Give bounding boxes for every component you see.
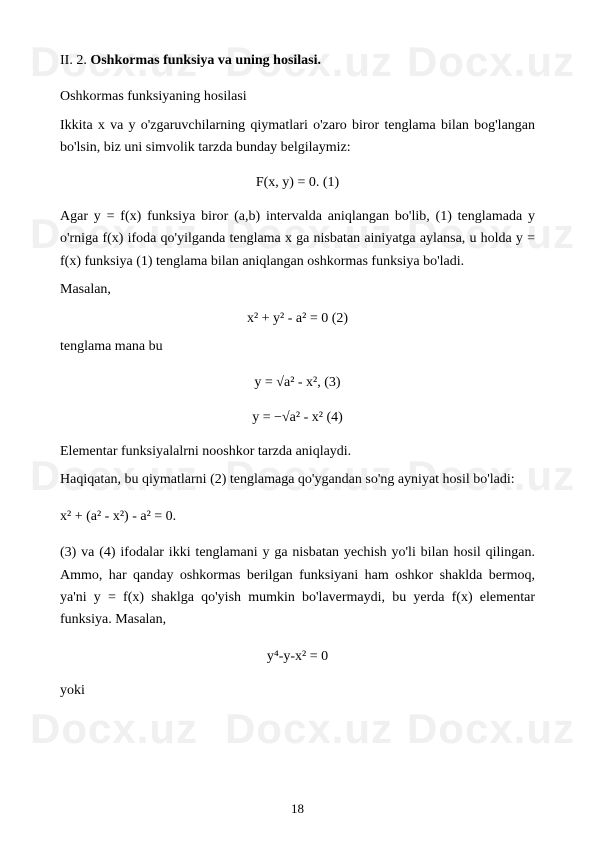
section-number: II. 2. [60,53,87,68]
body-text: Agar y = f(x) funksiya biror (a,b) inter… [60,206,535,273]
equation-inline: x² + (a² - x²) - a² = 0. [60,506,535,528]
body-text: Elementar funksiyalalrni nooshkor tarzda… [60,441,535,463]
page-number: 18 [0,799,595,820]
body-text: Haqiqatan, bu qiymatlarni (2) tenglamaga… [60,469,535,491]
body-text: Masalan, [60,279,535,301]
body-text: Oshkormas funksiyaning hosilasi [60,86,535,108]
body-text: (3) va (4) ifodalar ikki tenglamani y ga… [60,542,535,632]
watermark: Docx.uz [407,695,575,762]
equation: F(x, y) = 0. (1) [60,172,535,194]
body-text: Ikkita x va y o'zgaruvchilarning qiymatl… [60,115,535,160]
watermark: Docx.uz [225,695,393,762]
section-title: II. 2. Oshkormas funksiya va uning hosil… [60,50,535,72]
equation: y = √a² - x², (3) [60,372,535,394]
body-text: tenglama mana bu [60,336,535,358]
watermark: Docx.uz [30,695,198,762]
equation: x² + y² - a² = 0 (2) [60,308,535,330]
equation: y⁴-y-x² = 0 [60,646,535,668]
equation: y = −√a² - x² (4) [60,407,535,429]
body-text: yoki [60,680,535,702]
page-content: II. 2. Oshkormas funksiya va uning hosil… [60,50,535,703]
section-title-text: Oshkormas funksiya va uning hosilasi. [90,53,321,68]
